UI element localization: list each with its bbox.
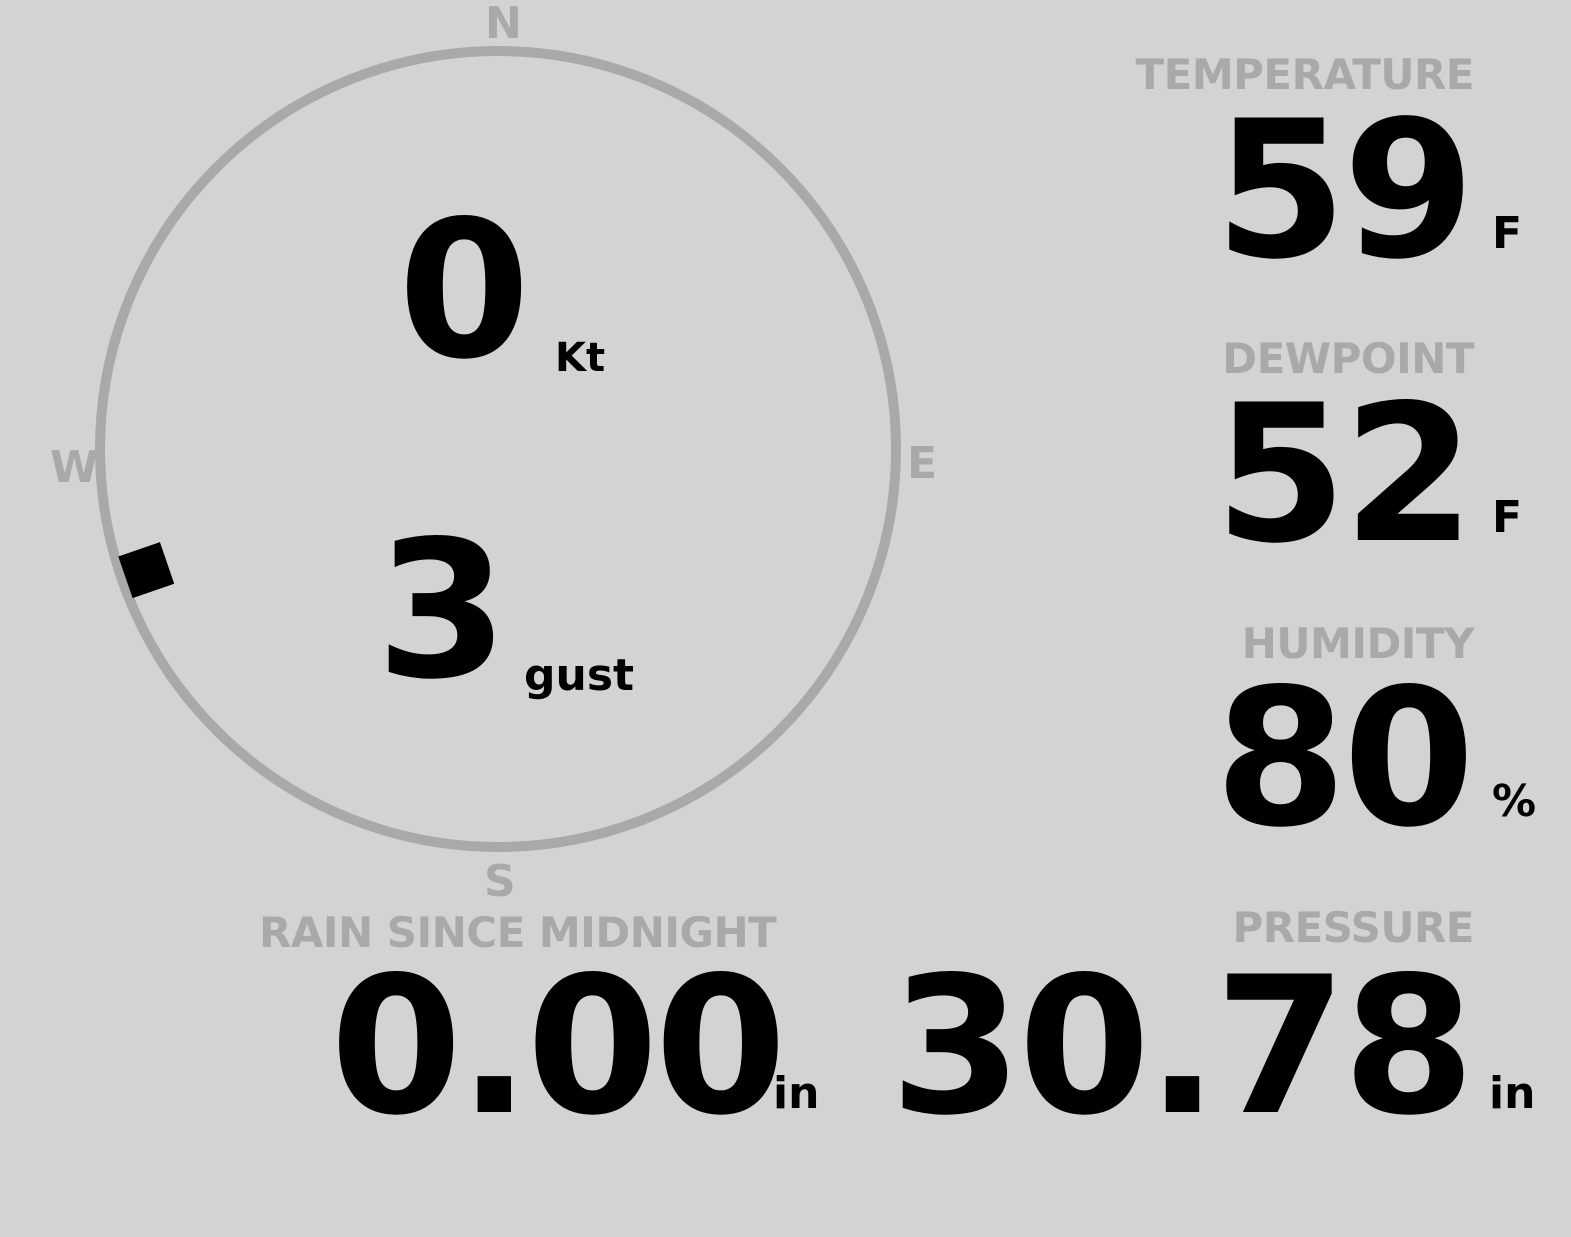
dewpoint-unit: F	[1492, 492, 1523, 543]
humidity-value: 80	[1214, 648, 1475, 869]
compass-ring	[95, 46, 901, 852]
compass-south-label: S	[484, 856, 516, 907]
wind-speed-value: 0	[398, 180, 530, 401]
wind-gust-unit: gust	[524, 650, 635, 701]
dewpoint-label: DEWPOINT	[1222, 334, 1474, 383]
compass-east-label: E	[907, 438, 938, 489]
pressure-value: 30.78	[890, 936, 1475, 1157]
temperature-label: TEMPERATURE	[1135, 50, 1475, 99]
wind-speed-unit: Kt	[555, 335, 606, 381]
dewpoint-value: 52	[1214, 364, 1475, 585]
humidity-label: HUMIDITY	[1241, 619, 1475, 668]
pressure-unit: in	[1489, 1068, 1536, 1119]
rain-unit: in	[773, 1068, 820, 1119]
temperature-unit: F	[1492, 208, 1523, 259]
wind-gust-value: 3	[376, 500, 508, 721]
rain-value: 0.00	[330, 936, 787, 1157]
compass-west-label: W	[50, 442, 99, 493]
temperature-value: 59	[1214, 80, 1475, 301]
rain-label: RAIN SINCE MIDNIGHT	[259, 908, 777, 957]
humidity-unit: %	[1492, 776, 1537, 827]
compass-north-label: N	[485, 0, 522, 49]
wind-direction-marker	[118, 542, 175, 599]
pressure-label: PRESSURE	[1232, 903, 1474, 952]
